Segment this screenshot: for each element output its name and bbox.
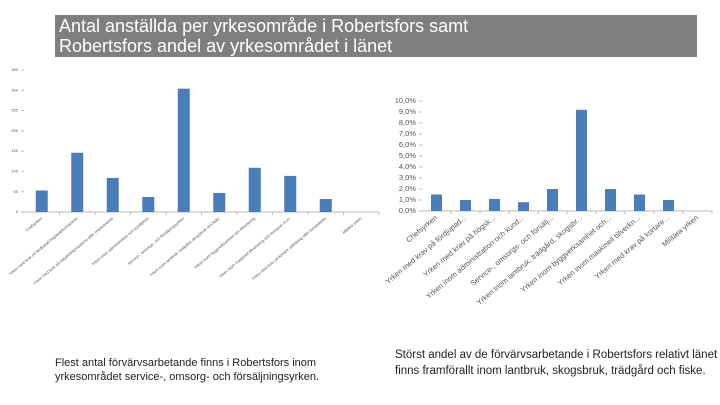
bar [489,198,500,211]
y-tick-label: 250 [11,108,18,113]
bar [142,196,155,212]
x-tick-label: Yrken inom lantbruk, trädgård, skogsbr..… [475,213,584,307]
title-line: Robertsfors andel av yrkesområdet i läne… [59,36,393,56]
bar [576,109,587,211]
x-tick-label: Yrken inom maskinell tillverkning och tr… [218,216,292,279]
x-tick-label: Yrken inom administration och kundtjänst [90,215,150,266]
bar [71,152,84,212]
bar [106,177,119,212]
caption: Flest antal förvärvsarbetande finns i Ro… [55,357,320,383]
y-tick-label: 1,0% [399,195,416,204]
y-tick-label: 2,0% [399,184,416,193]
bar [319,199,332,212]
x-tick-label: Militära yrken [341,216,362,235]
bar [213,192,226,212]
y-tick-label: 9,0% [399,107,416,116]
y-tick-label: 0 [16,209,19,214]
y-tick-label: 7,0% [399,129,416,138]
caption: Störst andel av de förvärvsarbetande i R… [395,349,718,377]
bar [284,175,297,212]
title-bar: Antal anställda per yrkesområde i Robert… [55,15,697,57]
x-tick-label: Yrken med krav på kortare utbildning ell… [250,216,327,281]
x-tick-label: Service-, omsorgs- och försäljningsyrken [127,216,186,266]
y-tick-label: 0,0% [399,206,416,215]
bar [518,202,529,211]
y-tick-label: 100 [11,168,18,173]
bar [35,190,48,212]
x-tick-label: Yrken inom byggverksamhet och tillverkni… [193,216,256,270]
y-tick-label: 150 [11,148,18,153]
y-tick-label: 8,0% [399,118,416,127]
y-tick-label: 6,0% [399,140,416,149]
bar [663,200,674,211]
y-tick-label: 200 [11,128,18,133]
y-tick-label: 10,0% [395,96,417,105]
title-line: Antal anställda per yrkesområde i Robert… [59,16,469,36]
bar [460,200,471,211]
x-tick-label: Yrken med krav på högskolekompetens elle… [32,215,115,286]
bar [547,189,558,211]
y-tick-label: 350 [11,67,18,72]
bar [431,194,442,211]
bar [605,189,616,211]
y-tick-label: 300 [11,87,18,92]
x-tick-label: Chefsyrken [24,216,43,233]
bar [248,167,261,212]
y-tick-label: 4,0% [399,162,416,171]
x-tick-label: Yrken inom lantbruk, trädgård, skogsbruk… [148,215,221,277]
x-tick-label: Yrken med krav på fördjupad högskolekomp… [8,216,79,276]
bar [177,88,190,212]
bar [634,194,645,211]
y-tick-label: 3,0% [399,173,416,182]
y-tick-label: 50 [14,189,19,194]
y-tick-label: 5,0% [399,151,416,160]
